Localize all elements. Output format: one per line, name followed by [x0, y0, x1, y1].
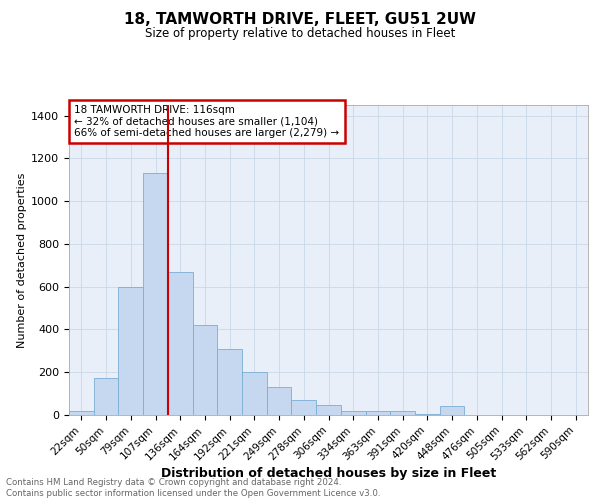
Bar [267, 387, 292, 415]
Bar [118, 286, 143, 415]
Bar [94, 378, 118, 415]
Bar [69, 411, 94, 415]
Text: Contains HM Land Registry data © Crown copyright and database right 2024.
Contai: Contains HM Land Registry data © Crown c… [6, 478, 380, 498]
Bar [217, 348, 242, 415]
Bar [292, 400, 316, 415]
Bar [440, 406, 464, 415]
Bar [242, 372, 267, 415]
Bar [341, 410, 365, 415]
Bar [143, 174, 168, 415]
Text: 18 TAMWORTH DRIVE: 116sqm
← 32% of detached houses are smaller (1,104)
66% of se: 18 TAMWORTH DRIVE: 116sqm ← 32% of detac… [74, 105, 340, 138]
Bar [390, 410, 415, 415]
X-axis label: Distribution of detached houses by size in Fleet: Distribution of detached houses by size … [161, 467, 496, 480]
Text: Size of property relative to detached houses in Fleet: Size of property relative to detached ho… [145, 28, 455, 40]
Y-axis label: Number of detached properties: Number of detached properties [17, 172, 27, 348]
Bar [415, 414, 440, 415]
Text: 18, TAMWORTH DRIVE, FLEET, GU51 2UW: 18, TAMWORTH DRIVE, FLEET, GU51 2UW [124, 12, 476, 28]
Bar [168, 272, 193, 415]
Bar [316, 405, 341, 415]
Bar [365, 411, 390, 415]
Bar [193, 325, 217, 415]
